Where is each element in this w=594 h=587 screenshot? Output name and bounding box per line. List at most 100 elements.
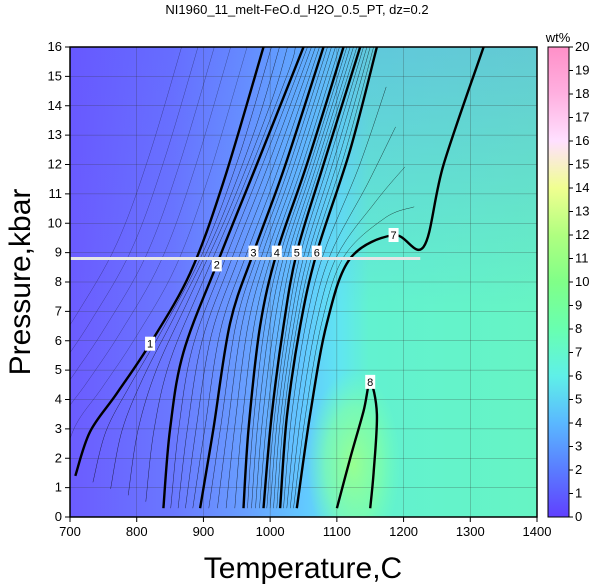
contour-label-box (365, 374, 376, 389)
isoline (70, 47, 248, 440)
contour-4 (242, 47, 345, 509)
isoline (255, 47, 354, 509)
isoline (92, 47, 272, 483)
isoline (70, 47, 199, 354)
isoline (247, 47, 348, 509)
colorbar-tick-label: 4 (575, 415, 582, 430)
isoline (259, 47, 358, 509)
x-tick-label: 1400 (523, 524, 552, 539)
y-tick-label: 4 (55, 392, 62, 407)
isoline (276, 47, 374, 509)
y-tick-label: 2 (55, 450, 62, 465)
contour-label-box (388, 228, 399, 242)
colorbar-tick-label: 3 (575, 439, 582, 454)
contour-label-text: 7 (391, 230, 397, 242)
isoline (289, 166, 406, 509)
contour-label-box (271, 245, 282, 260)
x-tick-label: 1200 (389, 524, 418, 539)
y-tick-label: 11 (49, 186, 63, 201)
contour-label-text: 2 (214, 259, 220, 271)
isoline (286, 126, 396, 509)
y-tick-label: 7 (55, 303, 62, 318)
contour-label-1: 1 (145, 336, 156, 351)
isoline (251, 47, 351, 509)
colorbar-tick-label: 19 (575, 63, 589, 78)
colorbar-tick-label: 2 (575, 462, 582, 477)
y-tick-label: 14 (48, 98, 62, 113)
colorbar-tick-label: 20 (575, 39, 589, 54)
x-tick-label: 1100 (323, 524, 351, 539)
y-axis-label: Pressure,kbar (4, 189, 37, 376)
x-tick-label: 900 (193, 524, 215, 539)
chart-title: NI1960_11_melt-FeO.d_H2O_0.5_PT, dz=0.2 (165, 2, 428, 17)
contour-label-text: 8 (367, 377, 373, 389)
colorbar-tick-label: 18 (575, 86, 589, 101)
colorbar-tick-label: 17 (575, 110, 589, 125)
colorbar-tick-label: 13 (575, 204, 589, 219)
contour-label-box (145, 336, 156, 351)
y-tick-label: 10 (48, 215, 62, 230)
contour-7 (295, 47, 485, 509)
contour-label-text: 6 (314, 248, 320, 260)
contour-2 (162, 47, 305, 509)
y-tick-label: 5 (55, 362, 62, 377)
contour-label-7: 7 (388, 228, 399, 242)
colorbar-tick-label: 5 (575, 392, 582, 407)
colorbar-tick-label: 11 (575, 251, 589, 266)
isoline (225, 47, 336, 509)
colorbar-tick-label: 7 (575, 345, 582, 360)
isoline (266, 47, 364, 509)
y-tick-label: 12 (48, 157, 62, 172)
x-tick-label: 1000 (256, 524, 285, 539)
x-axis-label: Temperature,C (204, 552, 402, 585)
colorbar-gradient (547, 46, 570, 518)
contour-1 (74, 47, 265, 477)
y-tick-label: 16 (48, 39, 62, 54)
isoline (70, 47, 231, 406)
colorbar-tick-label: 16 (575, 133, 589, 148)
x-tick-label: 700 (59, 524, 81, 539)
contour-label-box (248, 245, 259, 260)
colorbar-tick-label: 1 (575, 486, 582, 501)
plot-area: 1 2 3 4 5 6 7 8 (69, 46, 538, 518)
contour-label-text: 5 (294, 248, 300, 260)
x-tick-label: 800 (126, 524, 148, 539)
contour-label-8: 8 (365, 374, 376, 389)
colorbar-tick-label: 14 (575, 180, 589, 195)
y-tick-label: 6 (55, 333, 62, 348)
y-tick-label: 1 (55, 480, 62, 495)
colorbar-tick-label: 0 (575, 509, 582, 524)
colorbar-tick-label: 9 (575, 298, 582, 313)
contour-3 (198, 47, 325, 509)
isoline (208, 47, 328, 509)
contour-label-box (291, 245, 302, 260)
isoline (110, 47, 280, 489)
isoline (127, 47, 288, 496)
contour-6 (278, 47, 379, 509)
colorbar-tick-label: 15 (575, 157, 589, 172)
contour-lines: 1 2 3 4 5 6 7 8 (74, 47, 485, 509)
isoline (283, 86, 387, 509)
x-axis-ticks: 700 800 900 1000 1100 1200 1300 1400 (59, 517, 551, 539)
colorbar-label: wt% (545, 30, 571, 45)
contour-5 (262, 47, 362, 509)
isoline (70, 47, 215, 381)
colorbar-tick-label: 10 (575, 274, 589, 289)
isoline (269, 47, 368, 509)
contour-label-box (311, 245, 322, 260)
contour-label-5: 5 (291, 245, 302, 260)
isoline (293, 206, 415, 509)
y-tick-label: 0 (55, 509, 62, 524)
contour-label-3: 3 (248, 245, 259, 260)
contour-label-text: 4 (274, 248, 280, 260)
contour-label-2: 2 (211, 257, 222, 272)
contour-label-text: 1 (147, 339, 153, 351)
isoline (217, 47, 332, 509)
contour-label-box (211, 257, 222, 272)
y-tick-label: 3 (55, 421, 62, 436)
x-tick-label: 1300 (456, 524, 485, 539)
